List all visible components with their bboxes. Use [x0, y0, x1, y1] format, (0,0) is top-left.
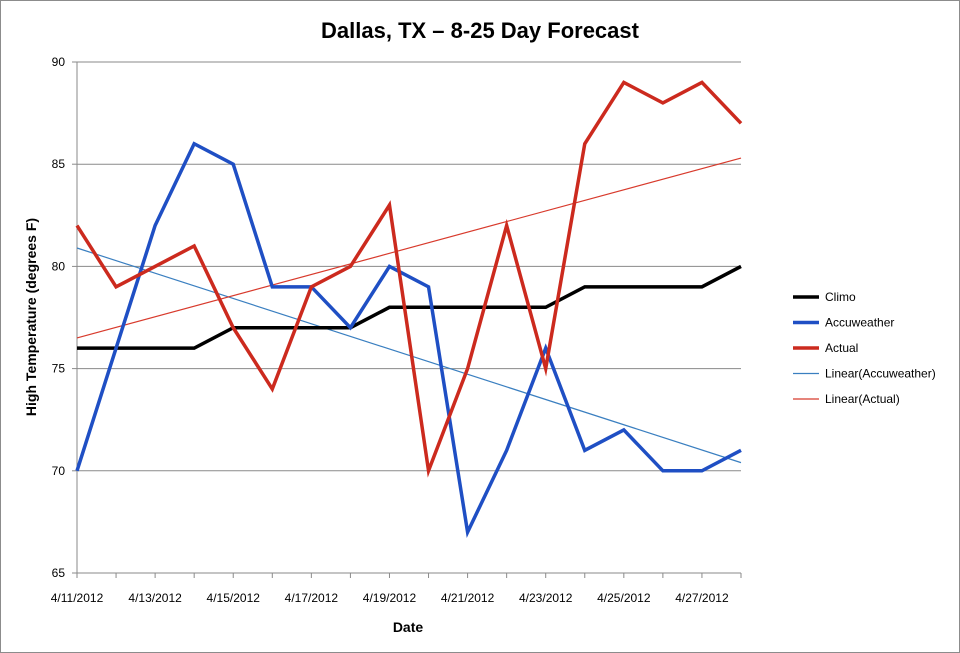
y-tick-label: 70 — [52, 464, 66, 478]
legend-label: Climo — [825, 290, 856, 304]
y-tick-label: 85 — [52, 157, 66, 171]
x-axis-title: Date — [393, 619, 424, 635]
y-tick-label: 80 — [52, 259, 66, 273]
x-tick-label: 4/19/2012 — [363, 591, 417, 605]
x-tick-label: 4/23/2012 — [519, 591, 573, 605]
x-tick-label: 4/15/2012 — [207, 591, 261, 605]
trendline-linear-actual- — [76, 157, 742, 339]
y-tick-label: 75 — [52, 362, 66, 376]
legend: Climo Accuweather Actual Linear(Accuweather… — [793, 290, 936, 406]
trendline-linear-accuweather- — [76, 247, 742, 464]
legend-label: Accuweather — [825, 316, 894, 330]
x-tick-label: 4/27/2012 — [675, 591, 729, 605]
gridlines — [77, 61, 741, 574]
y-tick-labels: 65 70 75 80 85 90 — [52, 55, 66, 580]
legend-label: Actual — [825, 341, 858, 355]
chart-title: Dallas, TX – 8-25 Day Forecast — [321, 18, 640, 43]
x-tick-label: 4/17/2012 — [285, 591, 339, 605]
series-line-accuweather — [75, 141, 742, 538]
y-tick-label: 65 — [52, 566, 66, 580]
x-tick-label: 4/21/2012 — [441, 591, 495, 605]
axes — [72, 61, 742, 578]
legend-label: Linear(Actual) — [825, 392, 900, 406]
series-line-actual — [75, 80, 743, 478]
series-lines — [75, 80, 743, 538]
x-tick-label: 4/13/2012 — [128, 591, 182, 605]
x-tick-label: 4/11/2012 — [51, 591, 104, 605]
x-tick-labels: 4/11/2012 4/13/2012 4/15/2012 4/17/2012 4/19… — [51, 591, 729, 605]
trendlines — [76, 157, 742, 464]
x-tick-label: 4/25/2012 — [597, 591, 651, 605]
series-line-climo — [77, 264, 742, 350]
y-tick-label: 90 — [52, 55, 66, 69]
y-axis-title: High Temperature (degrees F) — [23, 218, 39, 416]
legend-label: Linear(Accuweather) — [825, 367, 936, 381]
